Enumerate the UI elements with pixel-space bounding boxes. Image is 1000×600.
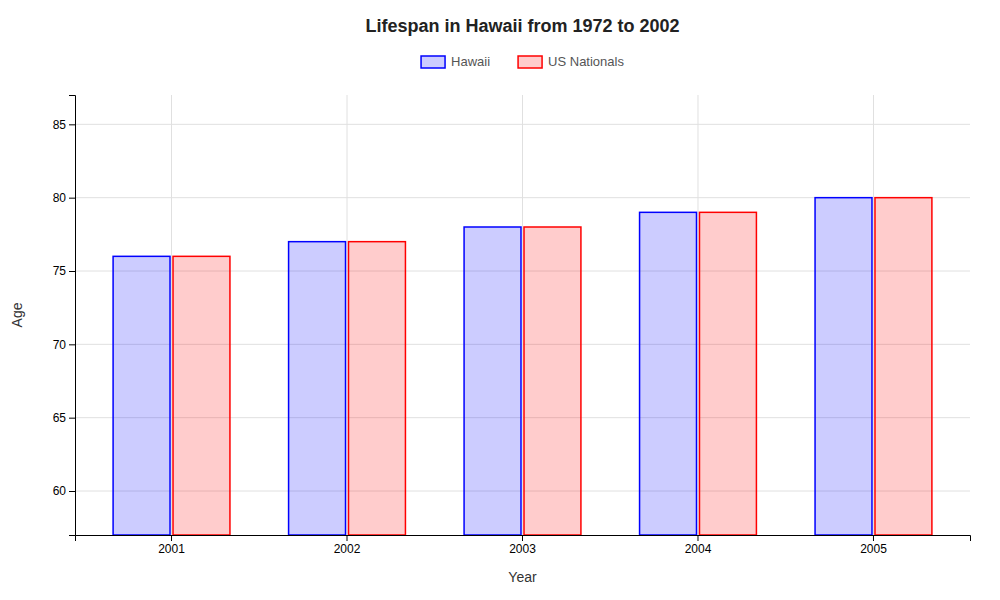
tick-label: 2002: [334, 542, 361, 556]
bar: [524, 227, 581, 535]
grid-line-x: [347, 95, 348, 535]
tick-label: 85: [53, 118, 67, 132]
bar: [289, 242, 346, 535]
legend-swatch: [421, 56, 445, 68]
tick-label: 75: [53, 264, 67, 278]
bar: [464, 227, 521, 535]
tick: 2002: [334, 535, 361, 556]
axis-line: [76, 536, 971, 542]
tick: 2004: [685, 535, 712, 556]
tick-label: 2001: [158, 542, 185, 556]
tick-label: 65: [53, 411, 67, 425]
bars: [113, 198, 932, 535]
grid: [75, 95, 970, 535]
legend: Hawaii US Nationals: [421, 54, 624, 69]
tick-mark: [347, 535, 348, 541]
bar: [640, 212, 697, 535]
tick-mark: [69, 491, 75, 492]
tick-label: 70: [53, 338, 67, 352]
tick-label: 2005: [860, 542, 887, 556]
plot: 2001 2002 2003 2004 2005 60 65 70 75 80 85: [53, 95, 971, 556]
legend-item: US Nationals: [518, 54, 624, 69]
tick: 70: [53, 338, 75, 352]
series: [113, 198, 872, 535]
y-axis: 60 65 70 75 80 85: [53, 96, 76, 536]
tick: 65: [53, 411, 75, 425]
grid-line-x: [697, 95, 698, 535]
grid-line-x: [171, 95, 172, 535]
tick: 80: [53, 191, 75, 205]
bar: [875, 198, 932, 535]
y-axis-title: Age: [9, 302, 25, 327]
axis-line: [69, 96, 76, 536]
tick: 2005: [860, 535, 887, 556]
bar: [349, 242, 406, 535]
legend-swatch: [518, 56, 542, 68]
x-axis-title: Year: [508, 569, 537, 585]
chart: 2001 2002 2003 2004 2005 60 65 70 75 80 85 Year Age L…: [0, 0, 1000, 600]
tick-label: 80: [53, 191, 67, 205]
x-axis: 2001 2002 2003 2004 2005: [76, 535, 971, 556]
title: Lifespan in Hawaii from 1972 to 2002: [365, 16, 679, 36]
tick-label: 60: [53, 484, 67, 498]
bar: [699, 212, 756, 535]
tick: 2003: [509, 535, 536, 556]
tick: 60: [53, 484, 75, 498]
tick-mark: [69, 124, 75, 125]
legend-label: US Nationals: [548, 54, 624, 69]
tick-mark: [697, 535, 698, 541]
grid-line-x: [522, 95, 523, 535]
bar: [113, 256, 170, 535]
tick: 85: [53, 118, 75, 132]
tick-mark: [69, 198, 75, 199]
tick-mark: [69, 344, 75, 345]
bar: [815, 198, 872, 535]
legend-item: Hawaii: [421, 54, 490, 69]
tick-label: 2004: [685, 542, 712, 556]
tick: 2001: [158, 535, 185, 556]
tick-label: 2003: [509, 542, 536, 556]
tick-mark: [522, 535, 523, 541]
tick-mark: [69, 418, 75, 419]
tick-mark: [69, 271, 75, 272]
legend-label: Hawaii: [451, 54, 490, 69]
series: [173, 198, 932, 535]
tick-mark: [171, 535, 172, 541]
grid-line-x: [873, 95, 874, 535]
bar: [173, 256, 230, 535]
tick-mark: [873, 535, 874, 541]
tick: 75: [53, 264, 75, 278]
